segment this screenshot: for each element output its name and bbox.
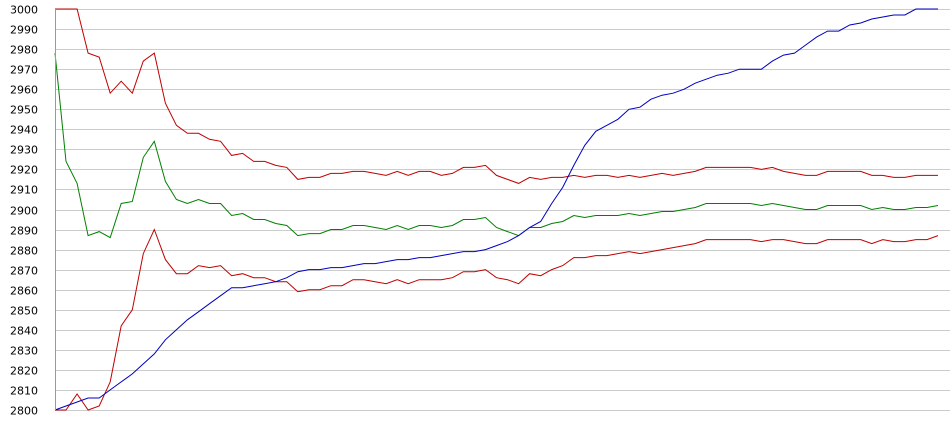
y-tick-label: 2960 (10, 84, 38, 97)
y-tick-label: 2980 (10, 44, 38, 57)
series-line-3 (55, 228, 939, 411)
y-tick-label: 2940 (10, 124, 38, 137)
y-tick-label: 2990 (10, 24, 38, 37)
y-tick-label: 2830 (10, 345, 38, 358)
y-tick-label: 2910 (10, 184, 38, 197)
y-tick-label: 2840 (10, 325, 38, 338)
y-tick-label: 2930 (10, 144, 38, 157)
y-tick-label: 2970 (10, 64, 38, 77)
y-tick-label: 2890 (10, 225, 38, 238)
y-tick-label: 2870 (10, 265, 38, 278)
y-tick-label: 2820 (10, 365, 38, 378)
series-line-4 (54, 8, 938, 411)
y-tick-label: 2920 (10, 164, 38, 177)
y-tick-label: 2950 (10, 104, 38, 117)
y-tick-label: 2900 (10, 205, 38, 218)
series-line-1 (55, 8, 938, 184)
y-tick-label: 2880 (10, 245, 38, 258)
y-tick-label: 2850 (10, 305, 38, 318)
gridlines (55, 9, 950, 411)
series-line-2 (54, 53, 939, 239)
y-tick-label: 2860 (10, 285, 38, 298)
y-tick-label: 2800 (10, 405, 38, 418)
y-tick-label: 3000 (10, 4, 38, 17)
y-tick-label: 2810 (10, 385, 38, 398)
y-axis-tick-labels: 2800 2810 2820 2830 2840 2850 2860 2870 2880 2890… (10, 4, 38, 418)
series-lines (54, 8, 939, 411)
